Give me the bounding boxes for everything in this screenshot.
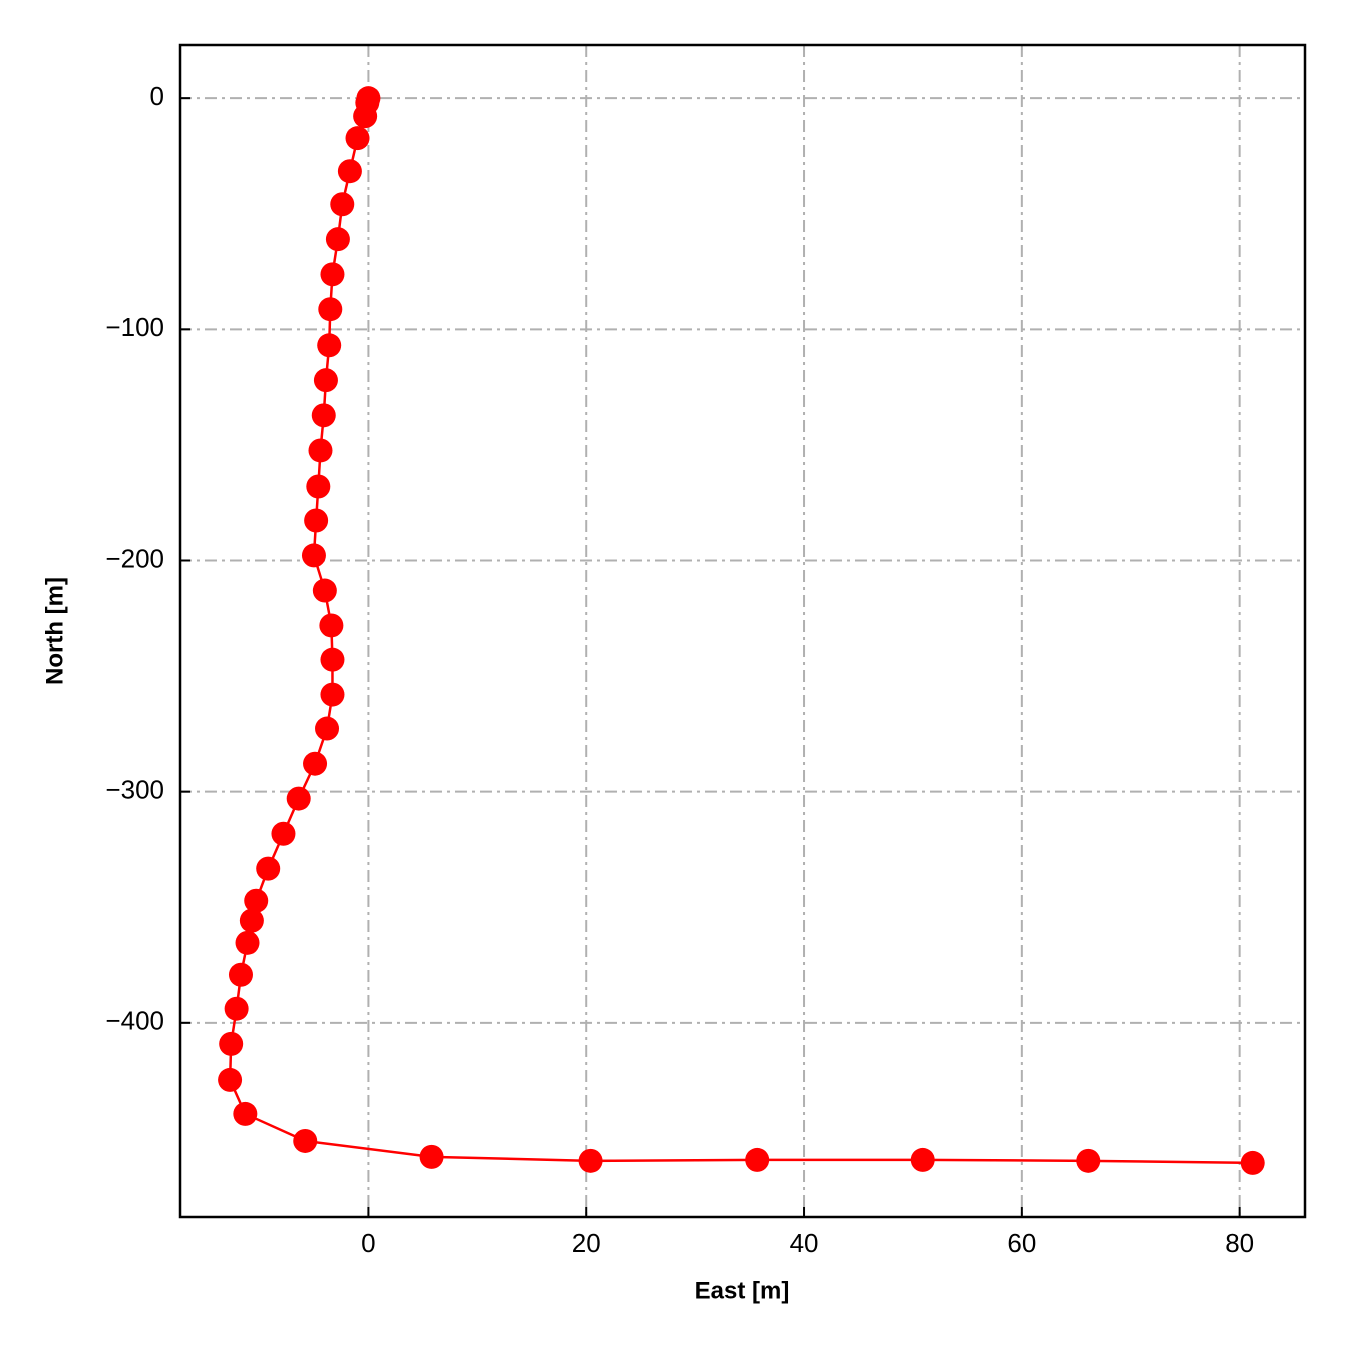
marker xyxy=(318,297,343,322)
marker xyxy=(224,996,249,1021)
y-tick-label: −300 xyxy=(105,775,164,805)
marker xyxy=(293,1128,318,1153)
marker xyxy=(228,962,253,987)
line xyxy=(228,97,1253,1165)
marker xyxy=(353,104,378,129)
marker xyxy=(311,403,336,428)
marker xyxy=(330,192,355,217)
marker xyxy=(345,126,370,151)
y-tick-label: 0 xyxy=(150,81,164,111)
marker xyxy=(244,888,269,913)
marker xyxy=(315,716,340,741)
marker xyxy=(286,786,311,811)
marker xyxy=(910,1147,935,1172)
marker xyxy=(578,1148,603,1173)
marker xyxy=(1240,1150,1265,1175)
marker xyxy=(239,908,264,933)
y-tick-label: −200 xyxy=(105,543,164,573)
x-tick-label: 40 xyxy=(790,1228,819,1258)
y-axis-label: North [m] xyxy=(41,577,68,685)
x-tick-label: 20 xyxy=(572,1228,601,1258)
marker xyxy=(320,262,345,287)
marker xyxy=(320,647,345,672)
marker xyxy=(313,368,338,393)
marker xyxy=(219,1031,244,1056)
marker xyxy=(308,438,333,463)
marker xyxy=(317,333,342,358)
marker xyxy=(256,856,281,881)
x-tick-label: 80 xyxy=(1225,1228,1254,1258)
marker xyxy=(325,227,350,252)
y-tick-label: −100 xyxy=(105,312,164,342)
marker xyxy=(312,578,337,603)
marker xyxy=(1076,1148,1101,1173)
marker xyxy=(218,1067,243,1092)
plot-frame xyxy=(178,43,1307,1219)
x-tick-label: 0 xyxy=(361,1228,375,1258)
marker xyxy=(745,1147,770,1172)
x-axis-label: East [m] xyxy=(695,1277,790,1304)
y-tick-label: −400 xyxy=(105,1006,164,1036)
marker xyxy=(319,613,344,638)
marker xyxy=(303,751,328,776)
marker xyxy=(320,682,345,707)
marker xyxy=(301,543,326,568)
marker xyxy=(271,821,296,846)
marker xyxy=(304,508,329,533)
x-tick-label: 60 xyxy=(1007,1228,1036,1258)
marker xyxy=(306,474,331,499)
marker xyxy=(337,159,362,184)
marker xyxy=(419,1144,444,1169)
marker xyxy=(233,1101,258,1126)
marker xyxy=(235,930,260,955)
